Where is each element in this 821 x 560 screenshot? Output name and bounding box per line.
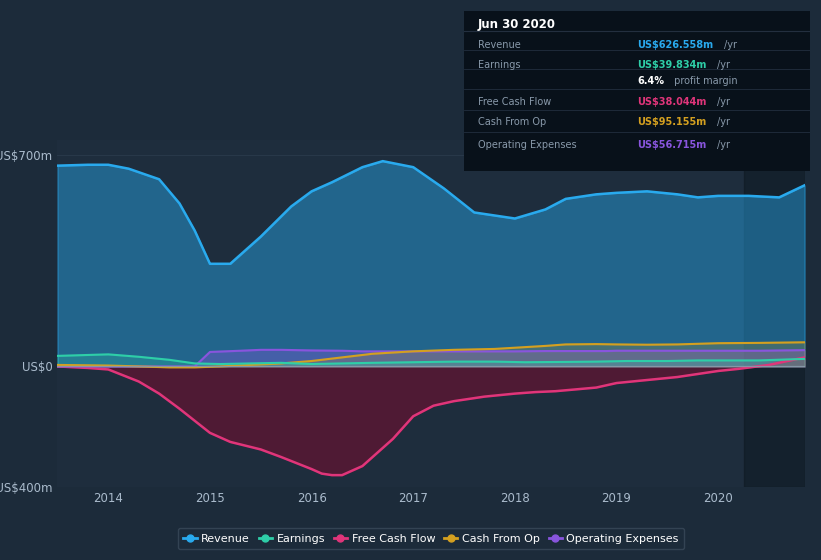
Text: US$39.834m: US$39.834m xyxy=(637,60,707,70)
Text: /yr: /yr xyxy=(717,118,730,127)
Text: Cash From Op: Cash From Op xyxy=(478,118,546,127)
Text: Earnings: Earnings xyxy=(478,60,521,70)
Text: /yr: /yr xyxy=(724,40,737,50)
Text: profit margin: profit margin xyxy=(671,76,738,86)
Text: US$56.715m: US$56.715m xyxy=(637,139,706,150)
Text: 6.4%: 6.4% xyxy=(637,76,664,86)
Text: US$626.558m: US$626.558m xyxy=(637,40,713,50)
Text: Operating Expenses: Operating Expenses xyxy=(478,139,576,150)
Text: Free Cash Flow: Free Cash Flow xyxy=(478,96,551,106)
Text: US$38.044m: US$38.044m xyxy=(637,96,707,106)
Text: /yr: /yr xyxy=(717,139,730,150)
Legend: Revenue, Earnings, Free Cash Flow, Cash From Op, Operating Expenses: Revenue, Earnings, Free Cash Flow, Cash … xyxy=(177,528,685,549)
Text: Revenue: Revenue xyxy=(478,40,521,50)
Text: /yr: /yr xyxy=(717,96,730,106)
Text: US$95.155m: US$95.155m xyxy=(637,118,706,127)
Text: /yr: /yr xyxy=(717,60,730,70)
Text: Jun 30 2020: Jun 30 2020 xyxy=(478,18,556,31)
Bar xyxy=(744,140,805,487)
